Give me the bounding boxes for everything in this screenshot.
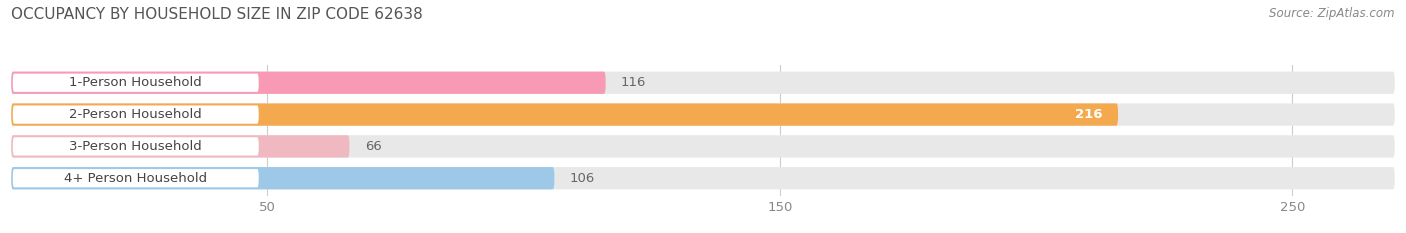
Text: 116: 116 [621, 76, 647, 89]
FancyBboxPatch shape [11, 167, 554, 189]
FancyBboxPatch shape [13, 169, 259, 187]
Text: 3-Person Household: 3-Person Household [69, 140, 202, 153]
Text: 216: 216 [1076, 108, 1102, 121]
Text: Source: ZipAtlas.com: Source: ZipAtlas.com [1270, 7, 1395, 20]
Text: 66: 66 [364, 140, 381, 153]
FancyBboxPatch shape [13, 137, 259, 155]
FancyBboxPatch shape [11, 72, 1395, 94]
FancyBboxPatch shape [13, 74, 259, 92]
Text: 2-Person Household: 2-Person Household [69, 108, 202, 121]
Text: 1-Person Household: 1-Person Household [69, 76, 202, 89]
FancyBboxPatch shape [11, 167, 1395, 189]
Text: 4+ Person Household: 4+ Person Household [65, 172, 207, 185]
FancyBboxPatch shape [11, 103, 1395, 126]
FancyBboxPatch shape [11, 103, 1118, 126]
Text: OCCUPANCY BY HOUSEHOLD SIZE IN ZIP CODE 62638: OCCUPANCY BY HOUSEHOLD SIZE IN ZIP CODE … [11, 7, 423, 22]
Text: 106: 106 [569, 172, 595, 185]
FancyBboxPatch shape [11, 72, 606, 94]
FancyBboxPatch shape [11, 135, 350, 158]
FancyBboxPatch shape [11, 135, 1395, 158]
FancyBboxPatch shape [13, 106, 259, 124]
